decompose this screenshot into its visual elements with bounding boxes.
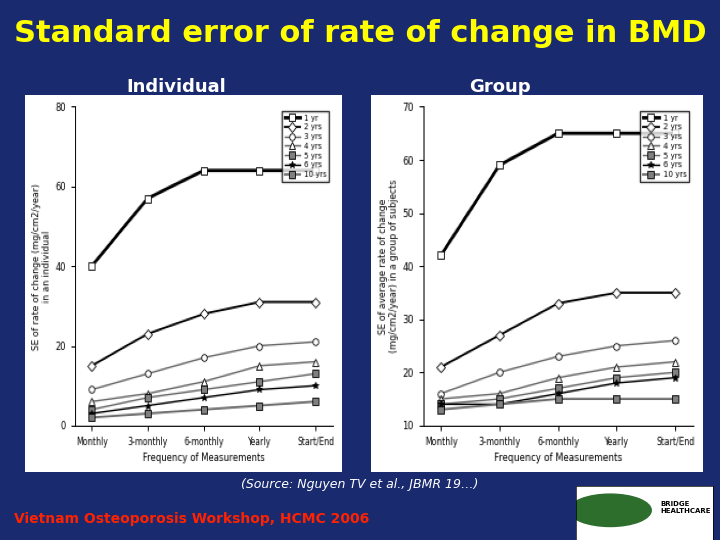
- Text: (Source: Nguyen TV et al., JBMR 19…): (Source: Nguyen TV et al., JBMR 19…): [241, 478, 479, 491]
- Text: Standard error of rate of change in BMD: Standard error of rate of change in BMD: [14, 19, 706, 48]
- Text: Group: Group: [469, 78, 531, 96]
- Text: Vietnam Osteoporosis Workshop, HCMC 2006: Vietnam Osteoporosis Workshop, HCMC 2006: [14, 512, 369, 526]
- Text: BRIDGE
HEALTHCARE: BRIDGE HEALTHCARE: [661, 501, 711, 514]
- Text: Individual: Individual: [127, 78, 226, 96]
- Circle shape: [570, 494, 652, 526]
